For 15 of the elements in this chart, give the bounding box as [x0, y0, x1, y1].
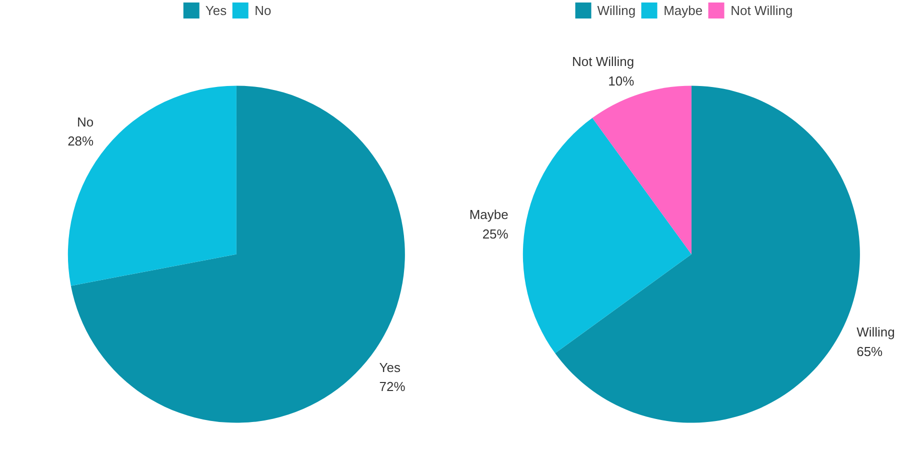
data-label: 25%: [482, 226, 509, 242]
slice-label: Yes: [379, 360, 401, 375]
legend-label: Not Willing: [730, 2, 793, 18]
data-label: 65%: [856, 344, 884, 359]
data-label: 28%: [68, 134, 94, 149]
legend-label: Willing: [597, 2, 636, 18]
slice-label: Maybe: [469, 207, 508, 222]
data-label: 72%: [379, 379, 406, 394]
slice-label: Willing: [856, 324, 895, 340]
legend-label: Yes: [205, 2, 227, 18]
legend-label: No: [254, 2, 272, 18]
legend-label: Maybe: [664, 2, 703, 18]
data-label: 10%: [608, 73, 635, 88]
slice-label: Not Willing: [572, 54, 634, 70]
slice-label: No: [76, 114, 94, 130]
